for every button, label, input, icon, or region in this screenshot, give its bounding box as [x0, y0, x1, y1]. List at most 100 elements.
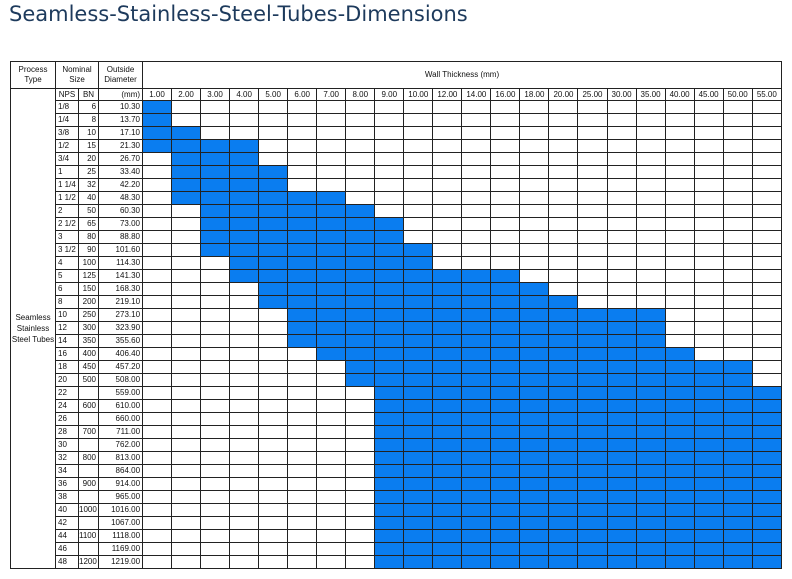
unavailable-size-cell	[374, 100, 405, 114]
available-size-cell	[548, 490, 579, 504]
unavailable-size-cell	[316, 425, 347, 439]
available-size-cell	[345, 230, 376, 244]
unavailable-size-cell	[577, 113, 608, 127]
unavailable-size-cell	[722, 347, 753, 361]
unavailable-size-cell	[316, 126, 347, 140]
unavailable-size-cell	[664, 334, 695, 348]
unavailable-size-cell	[490, 126, 521, 140]
available-size-cell	[287, 243, 318, 257]
unavailable-size-cell	[200, 321, 231, 335]
unavailable-size-cell	[519, 256, 550, 270]
available-size-cell	[316, 308, 347, 322]
outside-diameter-cell: 1169.00	[98, 542, 144, 556]
unavailable-size-cell	[751, 295, 783, 309]
available-size-cell	[403, 386, 434, 400]
unavailable-size-cell	[432, 178, 463, 192]
available-size-cell	[693, 516, 724, 530]
available-size-cell	[693, 373, 724, 387]
unavailable-size-cell	[142, 555, 173, 569]
available-size-cell	[490, 438, 521, 452]
unavailable-size-cell	[142, 204, 173, 218]
available-size-cell	[403, 503, 434, 517]
available-size-cell	[664, 399, 695, 413]
nps-cell: 42	[55, 516, 79, 530]
dn-cell	[77, 490, 100, 504]
available-size-cell	[403, 529, 434, 543]
unavailable-size-cell	[374, 139, 405, 153]
outside-diameter-cell: 660.00	[98, 412, 144, 426]
nps-cell: 3	[55, 230, 79, 244]
available-size-cell	[722, 399, 753, 413]
dn-cell: 125	[77, 269, 100, 283]
table-row: 42 1067.00	[11, 516, 783, 530]
unavailable-size-cell	[519, 165, 550, 179]
unavailable-size-cell	[577, 295, 608, 309]
available-size-cell	[171, 165, 202, 179]
unavailable-size-cell	[171, 529, 202, 543]
unavailable-size-cell	[693, 347, 724, 361]
unavailable-size-cell	[606, 191, 637, 205]
unavailable-size-cell	[171, 451, 202, 465]
available-size-cell	[664, 425, 695, 439]
unavailable-size-cell	[693, 165, 724, 179]
unavailable-size-cell	[258, 373, 289, 387]
table-row: 20 500 508.00	[11, 373, 783, 387]
unavailable-size-cell	[577, 217, 608, 231]
outside-diameter-cell: 406.40	[98, 347, 144, 361]
unavailable-size-cell	[229, 490, 260, 504]
unavailable-size-cell	[751, 165, 783, 179]
unavailable-size-cell	[432, 204, 463, 218]
available-size-cell	[751, 464, 783, 478]
nps-cell: 1 1/4	[55, 178, 79, 192]
unavailable-size-cell	[664, 113, 695, 127]
outside-diameter-cell: 1118.00	[98, 529, 144, 543]
available-size-cell	[606, 321, 637, 335]
unavailable-size-cell	[171, 217, 202, 231]
available-size-cell	[664, 347, 695, 361]
unavailable-size-cell	[258, 360, 289, 374]
unavailable-size-cell	[461, 256, 492, 270]
available-size-cell	[171, 126, 202, 140]
unavailable-size-cell	[461, 152, 492, 166]
nps-cell: 10	[55, 308, 79, 322]
available-size-cell	[142, 139, 173, 153]
available-size-cell	[461, 438, 492, 452]
unavailable-size-cell	[142, 321, 173, 335]
unavailable-size-cell	[548, 243, 579, 257]
dn-cell: 65	[77, 217, 100, 231]
available-size-cell	[751, 529, 783, 543]
dn-cell: 10	[77, 126, 100, 140]
nps-cell: 3/4	[55, 152, 79, 166]
available-size-cell	[287, 217, 318, 231]
unavailable-size-cell	[258, 139, 289, 153]
available-size-cell	[432, 490, 463, 504]
available-size-cell	[287, 295, 318, 309]
unavailable-size-cell	[258, 412, 289, 426]
unavailable-size-cell	[171, 282, 202, 296]
unavailable-size-cell	[316, 451, 347, 465]
nps-cell: 28	[55, 425, 79, 439]
unavailable-size-cell	[432, 165, 463, 179]
available-size-cell	[432, 321, 463, 335]
unavailable-size-cell	[316, 360, 347, 374]
unavailable-size-cell	[345, 516, 376, 530]
unavailable-size-cell	[345, 412, 376, 426]
unavailable-size-cell	[403, 204, 434, 218]
unavailable-size-cell	[229, 412, 260, 426]
available-size-cell	[548, 555, 579, 569]
dn-cell: 800	[77, 451, 100, 465]
dn-cell	[77, 542, 100, 556]
unavailable-size-cell	[171, 386, 202, 400]
unavailable-size-cell	[287, 373, 318, 387]
available-size-cell	[200, 204, 231, 218]
available-size-cell	[606, 360, 637, 374]
available-size-cell	[635, 308, 666, 322]
wall-thickness-col-header: 8.00	[345, 88, 376, 101]
unavailable-size-cell	[345, 178, 376, 192]
available-size-cell	[635, 321, 666, 335]
unavailable-size-cell	[200, 555, 231, 569]
available-size-cell	[490, 477, 521, 491]
available-size-cell	[664, 412, 695, 426]
dn-cell: 300	[77, 321, 100, 335]
nps-cell: 1 1/2	[55, 191, 79, 205]
